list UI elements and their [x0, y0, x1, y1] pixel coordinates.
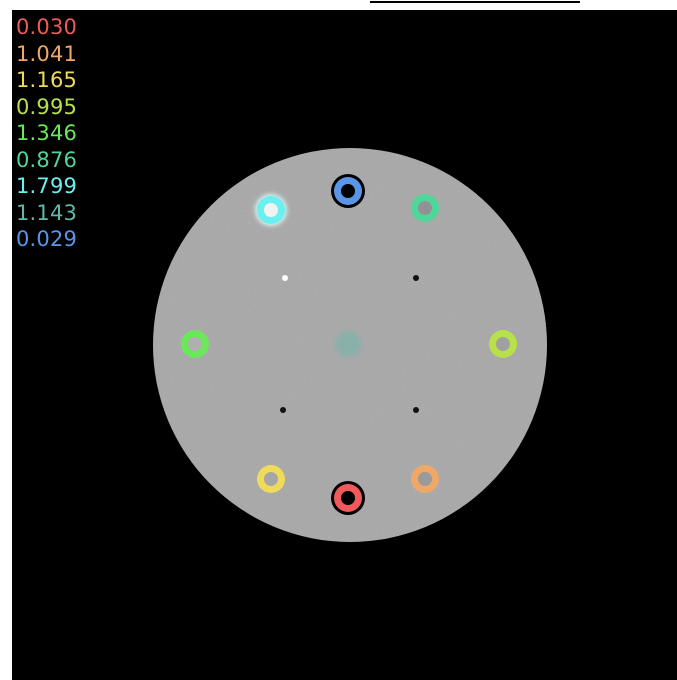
insert-0.029 [331, 174, 365, 208]
phantom-image [153, 148, 547, 542]
legend-item: 1.041 [16, 41, 78, 66]
insert-1.799 [255, 194, 287, 226]
value-legend: 0.030 1.041 1.165 0.995 1.346 0.876 1.79… [16, 14, 77, 253]
legend-item: 1.346 [16, 121, 78, 145]
fiducial-marker [413, 275, 419, 281]
fiducial-marker [280, 407, 286, 413]
clipped-caption [370, 0, 580, 4]
insert-1.143 [335, 331, 361, 357]
insert-0.876 [411, 194, 439, 222]
legend-item: 0.876 [16, 147, 78, 172]
legend-item: 0.995 [16, 94, 78, 119]
insert-1.346 [181, 330, 209, 358]
legend-item: 0.030 [16, 15, 78, 39]
legend-item: 0.029 [16, 227, 78, 251]
insert-0.995 [489, 330, 517, 358]
legend-item: 1.165 [16, 68, 78, 92]
insert-1.165 [257, 465, 285, 493]
ct-image-viewer[interactable]: 0.030 1.041 1.165 0.995 1.346 0.876 1.79… [12, 10, 677, 680]
insert-1.041 [411, 465, 439, 493]
fiducial-marker [282, 275, 288, 281]
fiducial-marker [413, 407, 419, 413]
legend-item: 1.143 [16, 200, 78, 225]
legend-item: 1.799 [16, 174, 78, 198]
insert-0.030 [331, 481, 365, 515]
